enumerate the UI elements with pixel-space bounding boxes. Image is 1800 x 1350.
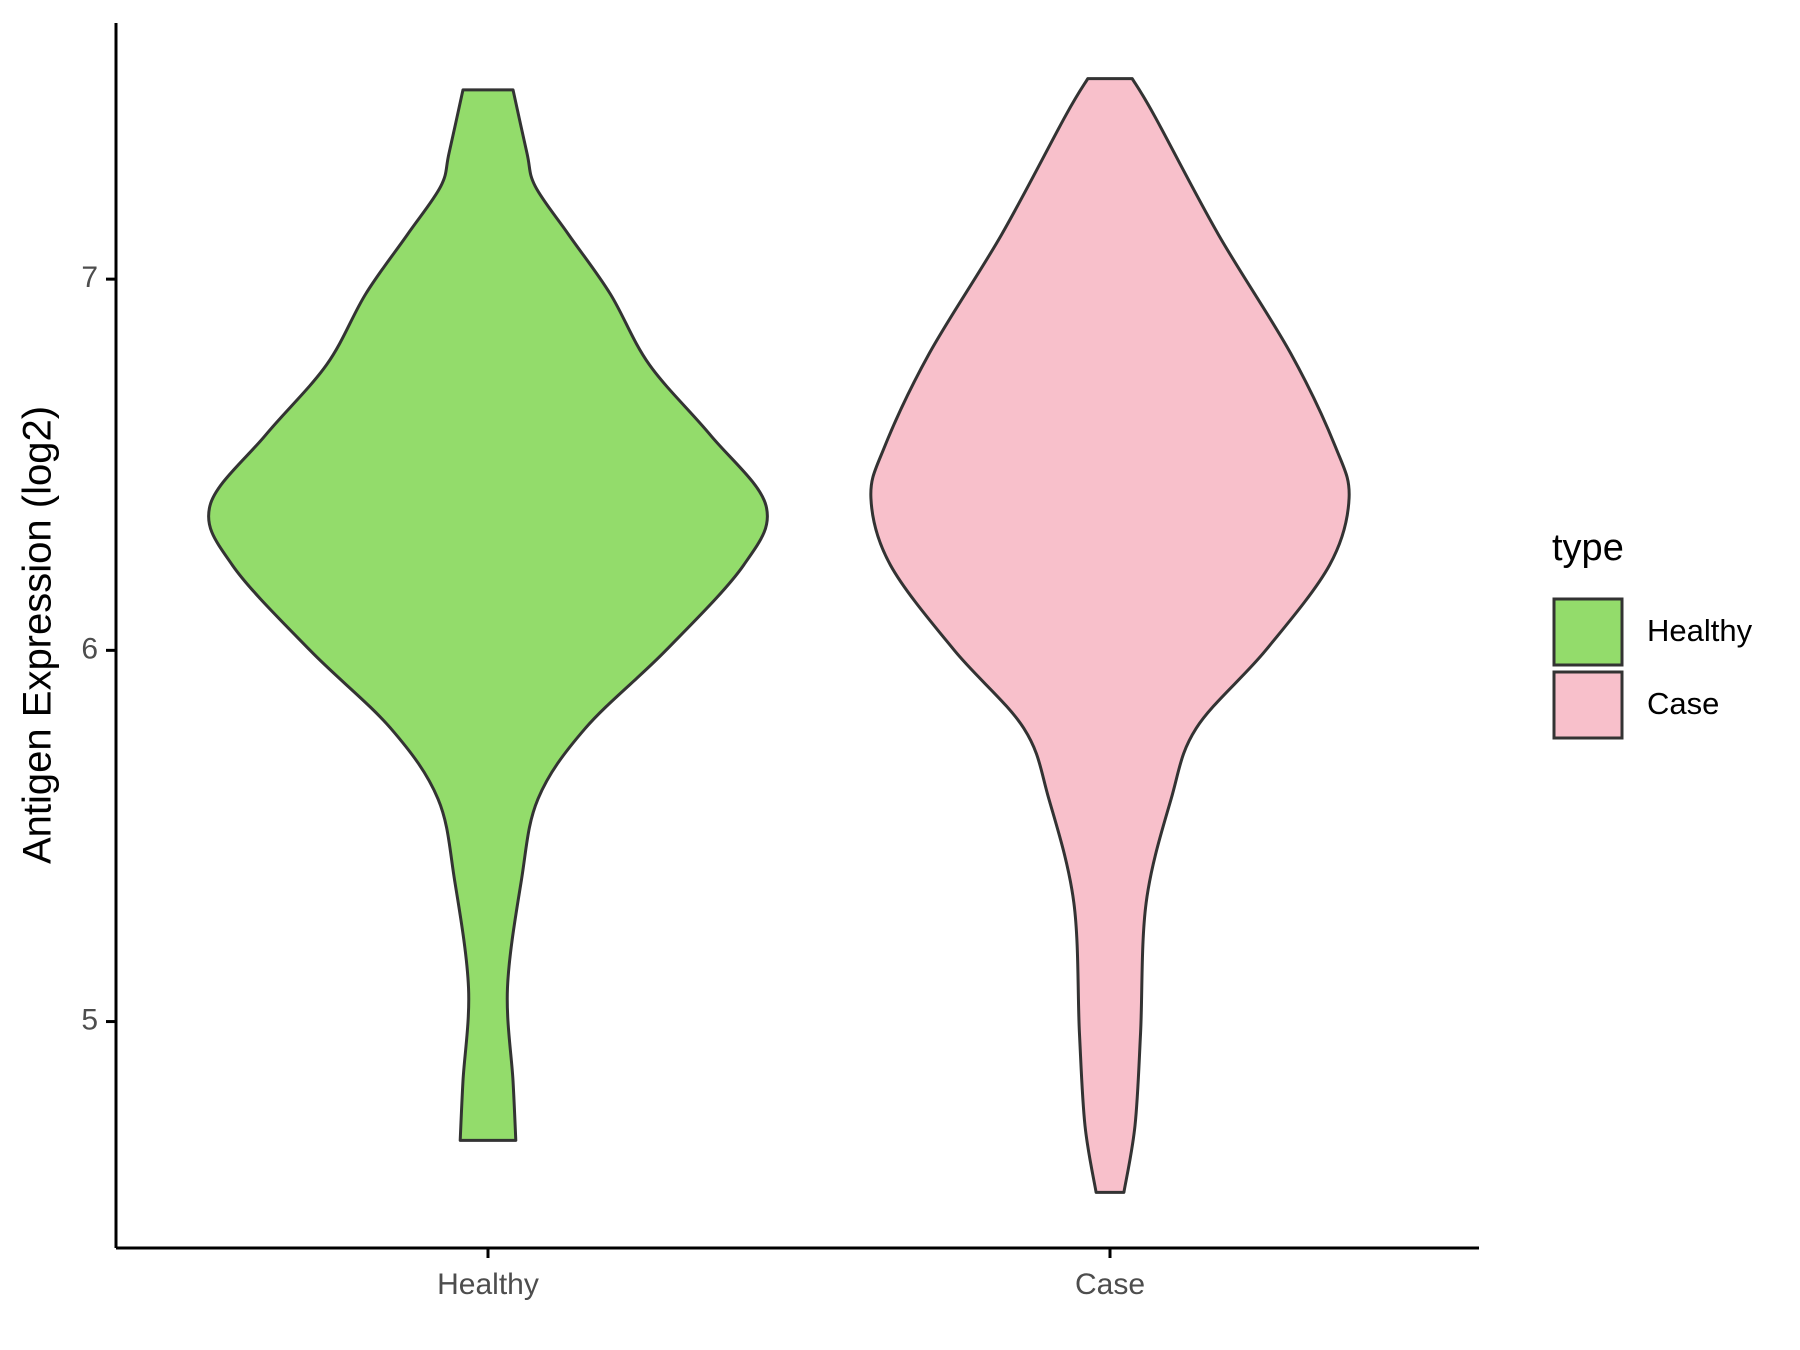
y-axis-title: Antigen Expression (log2) [16, 406, 60, 864]
y-tick-label: 6 [81, 632, 98, 665]
x-tick-label: Healthy [437, 1268, 539, 1301]
y-tick-label: 7 [81, 261, 98, 294]
legend-label: Healthy [1647, 613, 1753, 648]
violin [869, 77, 1351, 1194]
violin [207, 88, 769, 1142]
legend-key [1552, 597, 1624, 667]
x-tick-label: Case [1075, 1268, 1145, 1301]
legend-label: Case [1647, 686, 1719, 721]
legend-title: type [1552, 527, 1624, 569]
legend-key [1552, 670, 1624, 740]
y-tick-label: 5 [81, 1003, 98, 1036]
